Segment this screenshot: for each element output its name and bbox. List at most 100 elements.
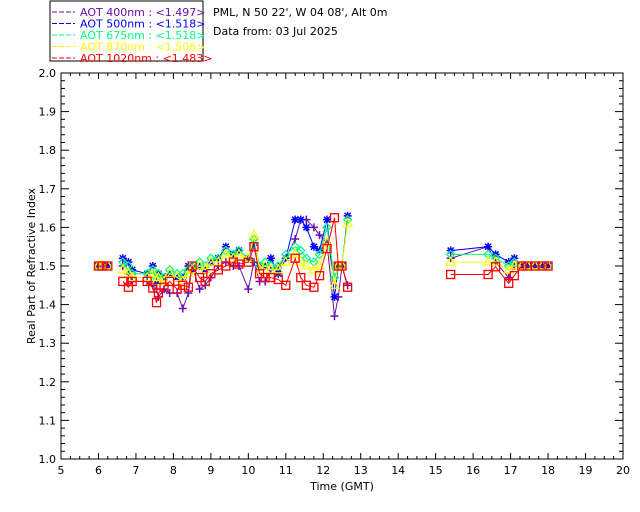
square-marker (148, 283, 158, 293)
square-marker (446, 269, 456, 280)
plus-marker (315, 231, 324, 240)
y-axis: 1.0 1.1 1.2 1.3 1.4 1.5 1.6 1.7 1.8 1.9 2.0 (39, 67, 623, 466)
triangle-marker (328, 279, 341, 289)
triangle-marker (147, 267, 159, 278)
x-tick-label: 8 (170, 464, 177, 477)
plus-marker (184, 289, 193, 298)
square-marker (178, 280, 188, 290)
diamond-marker (329, 272, 340, 283)
square-marker (165, 276, 175, 287)
x-tick-label: 13 (354, 464, 368, 477)
star-marker (309, 242, 318, 251)
triangle-marker (152, 271, 164, 282)
plus-marker (330, 312, 339, 321)
square-marker (118, 276, 128, 287)
diamond-marker (177, 268, 188, 279)
x-tick-label: 15 (429, 464, 443, 477)
plus-marker (178, 304, 187, 313)
square-marker (296, 272, 306, 283)
triangle-marker (205, 255, 217, 266)
diamond-marker (280, 249, 291, 260)
star-marker (103, 262, 112, 270)
square-marker (329, 213, 340, 223)
square-marker (290, 253, 300, 263)
square-marker (314, 270, 325, 281)
square-marker (151, 298, 162, 308)
square-marker (281, 280, 291, 290)
square-marker (200, 276, 210, 287)
chart-title-line-2: Data from: 03 Jul 2025 (213, 25, 338, 38)
x-tick-label: 14 (391, 464, 405, 477)
triangle-marker (272, 263, 284, 274)
y-tick-label: 1.7 (39, 183, 57, 196)
square-marker (309, 282, 319, 292)
triangle-marker (508, 259, 520, 270)
triangle-marker (126, 271, 138, 282)
square-marker (517, 261, 527, 271)
square-marker (504, 278, 514, 289)
triangle-marker (177, 275, 189, 286)
diamond-marker (123, 261, 134, 271)
x-tick-label: 11 (279, 464, 293, 477)
y-tick-label: 1.0 (39, 453, 57, 466)
plus-marker (249, 258, 258, 267)
square-marker (97, 261, 107, 271)
plus-marker (504, 273, 513, 282)
y-tick-label: 1.5 (39, 260, 57, 273)
square-marker (234, 259, 244, 269)
square-marker (483, 269, 493, 280)
triangle-marker (194, 259, 206, 270)
plus-marker (309, 223, 318, 232)
x-tick-label: 10 (241, 464, 255, 477)
y-tick-label: 1.1 (39, 414, 57, 427)
x-tick-label: 19 (579, 464, 593, 477)
plus-marker (165, 289, 174, 298)
triangle-marker (289, 248, 301, 259)
triangle-marker (199, 263, 211, 274)
star-marker (296, 215, 305, 224)
legend-entry: AOT 1020nm : <1.483> (80, 52, 213, 65)
y-tick-label: 1.8 (39, 144, 57, 157)
triangle-marker (212, 255, 224, 266)
square-marker (103, 261, 113, 271)
square-marker (322, 243, 332, 254)
y-tick-label: 1.6 (39, 221, 57, 234)
x-tick-label: 20 (616, 464, 630, 477)
square-marker (153, 288, 164, 298)
diamond-marker (295, 245, 306, 256)
square-marker (273, 274, 283, 285)
square-marker (142, 276, 152, 287)
triangle-marker (280, 255, 292, 266)
diamond-marker (117, 257, 128, 267)
triangle-marker (171, 271, 183, 282)
star-marker (484, 242, 493, 251)
diamond-marker (301, 253, 312, 264)
triangle-marker (313, 259, 326, 270)
x-tick-label: 12 (316, 464, 330, 477)
square-marker (187, 261, 197, 271)
square-marker (490, 262, 501, 272)
diamond-marker (445, 249, 456, 260)
legend-entry: AOT 675nm : <1.518> (80, 29, 206, 42)
triangle-marker (490, 255, 502, 266)
x-tick-label: 9 (207, 464, 214, 477)
plus-marker (244, 285, 253, 294)
x-tick-label: 5 (58, 464, 65, 477)
x-tick-label: 18 (541, 464, 555, 477)
triangle-marker (265, 263, 277, 274)
triangle-marker (321, 236, 333, 247)
square-marker (159, 282, 169, 292)
triangle-marker (445, 255, 457, 266)
triangle-marker (529, 259, 541, 270)
square-marker (243, 257, 253, 267)
triangle-marker (259, 259, 271, 270)
square-marker (127, 276, 137, 287)
x-tick-label: 16 (466, 464, 480, 477)
y-tick-label: 1.3 (39, 337, 57, 350)
legend-entry: AOT 400nm : <1.497> (80, 6, 206, 19)
plus-marker (195, 285, 204, 294)
x-axis: 5 6 7 8 9 10 11 12 13 14 15 16 17 18 19 20 (58, 73, 630, 477)
plus-marker (343, 281, 352, 290)
